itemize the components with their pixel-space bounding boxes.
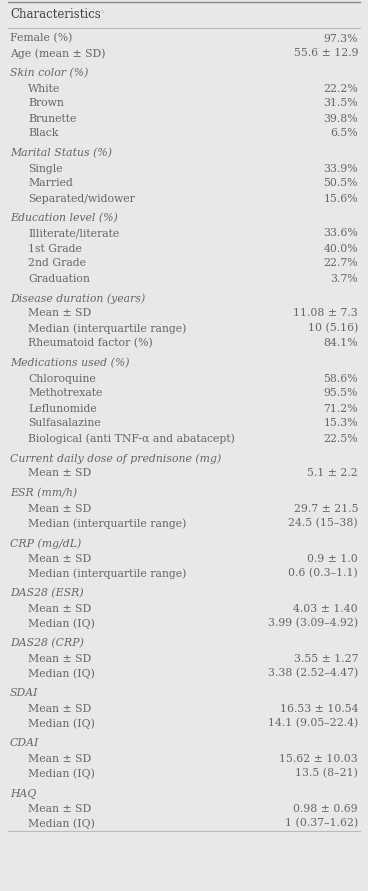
Text: 39.8%: 39.8% (323, 113, 358, 124)
Text: 31.5%: 31.5% (323, 99, 358, 109)
Text: 4.03 ± 1.40: 4.03 ± 1.40 (293, 603, 358, 614)
Text: 22.7%: 22.7% (323, 258, 358, 268)
Text: 13.5 (8–21): 13.5 (8–21) (295, 768, 358, 779)
Text: Median (IQ): Median (IQ) (28, 668, 95, 679)
Text: Disease duration (years): Disease duration (years) (10, 293, 145, 304)
Text: 14.1 (9.05–22.4): 14.1 (9.05–22.4) (268, 718, 358, 729)
Text: 33.9%: 33.9% (323, 164, 358, 174)
Text: 29.7 ± 21.5: 29.7 ± 21.5 (294, 503, 358, 513)
Text: Characteristics: Characteristics (10, 9, 101, 21)
Text: Sulfasalazine: Sulfasalazine (28, 419, 101, 429)
Text: Illiterate/literate: Illiterate/literate (28, 228, 119, 239)
Text: Black: Black (28, 128, 59, 138)
Text: Mean ± SD: Mean ± SD (28, 704, 91, 714)
Text: 0.6 (0.3–1.1): 0.6 (0.3–1.1) (288, 568, 358, 578)
Text: Mean ± SD: Mean ± SD (28, 754, 91, 764)
Text: Single: Single (28, 164, 63, 174)
Text: Skin color (%): Skin color (%) (10, 69, 88, 78)
Text: SDAI: SDAI (10, 689, 38, 699)
Text: Brown: Brown (28, 99, 64, 109)
Text: Biological (anti TNF-α and abatacept): Biological (anti TNF-α and abatacept) (28, 433, 235, 444)
Text: Female (%): Female (%) (10, 33, 72, 44)
Text: 22.5%: 22.5% (323, 434, 358, 444)
Text: Median (IQ): Median (IQ) (28, 768, 95, 779)
Text: Mean ± SD: Mean ± SD (28, 804, 91, 813)
Text: Mean ± SD: Mean ± SD (28, 653, 91, 664)
Text: 15.62 ± 10.03: 15.62 ± 10.03 (279, 754, 358, 764)
Text: 3.7%: 3.7% (330, 274, 358, 283)
Text: 3.55 ± 1.27: 3.55 ± 1.27 (294, 653, 358, 664)
Text: Leflunomide: Leflunomide (28, 404, 97, 413)
Text: 40.0%: 40.0% (323, 243, 358, 254)
Text: Mean ± SD: Mean ± SD (28, 603, 91, 614)
Text: 58.6%: 58.6% (323, 373, 358, 383)
Text: 95.5%: 95.5% (323, 388, 358, 398)
Text: Rheumatoid factor (%): Rheumatoid factor (%) (28, 339, 153, 348)
Text: 16.53 ± 10.54: 16.53 ± 10.54 (280, 704, 358, 714)
Text: Chloroquine: Chloroquine (28, 373, 96, 383)
Text: 15.3%: 15.3% (323, 419, 358, 429)
Text: HAQ: HAQ (10, 789, 36, 798)
Text: Medications used (%): Medications used (%) (10, 358, 130, 369)
Text: 3.99 (3.09–4.92): 3.99 (3.09–4.92) (268, 618, 358, 629)
Text: 55.6 ± 12.9: 55.6 ± 12.9 (294, 48, 358, 59)
Text: 33.6%: 33.6% (323, 228, 358, 239)
Text: Median (interquartile range): Median (interquartile range) (28, 519, 186, 528)
Text: 15.6%: 15.6% (323, 193, 358, 203)
Text: Current daily dose of prednisone (mg): Current daily dose of prednisone (mg) (10, 454, 221, 464)
Text: 50.5%: 50.5% (323, 178, 358, 189)
Text: DAS28 (CRP): DAS28 (CRP) (10, 638, 84, 649)
Text: Graduation: Graduation (28, 274, 90, 283)
Text: 24.5 (15–38): 24.5 (15–38) (289, 519, 358, 528)
Text: 2nd Grade: 2nd Grade (28, 258, 86, 268)
Text: ESR (mm/h): ESR (mm/h) (10, 488, 77, 499)
Text: Median (IQ): Median (IQ) (28, 818, 95, 829)
Text: Mean ± SD: Mean ± SD (28, 553, 91, 563)
Text: CDAI: CDAI (10, 739, 39, 748)
Text: Median (interquartile range): Median (interquartile range) (28, 323, 186, 334)
Text: Median (IQ): Median (IQ) (28, 618, 95, 629)
Text: Education level (%): Education level (%) (10, 213, 118, 224)
Text: Mean ± SD: Mean ± SD (28, 308, 91, 318)
Text: 11.08 ± 7.3: 11.08 ± 7.3 (293, 308, 358, 318)
Text: Marital Status (%): Marital Status (%) (10, 148, 112, 159)
Text: 71.2%: 71.2% (323, 404, 358, 413)
Text: 1 (0.37–1.62): 1 (0.37–1.62) (285, 818, 358, 829)
Text: Separated/widower: Separated/widower (28, 193, 135, 203)
Text: Mean ± SD: Mean ± SD (28, 469, 91, 478)
Text: Median (interquartile range): Median (interquartile range) (28, 568, 186, 579)
Text: 10 (5.16): 10 (5.16) (308, 323, 358, 333)
Text: 1st Grade: 1st Grade (28, 243, 82, 254)
Text: Brunette: Brunette (28, 113, 77, 124)
Text: CRP (mg/dL): CRP (mg/dL) (10, 538, 81, 549)
Text: 84.1%: 84.1% (323, 339, 358, 348)
Text: Methotrexate: Methotrexate (28, 388, 102, 398)
Text: 22.2%: 22.2% (323, 84, 358, 94)
Text: Mean ± SD: Mean ± SD (28, 503, 91, 513)
Text: White: White (28, 84, 60, 94)
Text: Median (IQ): Median (IQ) (28, 718, 95, 729)
Text: Married: Married (28, 178, 73, 189)
Text: 0.9 ± 1.0: 0.9 ± 1.0 (307, 553, 358, 563)
Text: 3.38 (2.52–4.47): 3.38 (2.52–4.47) (268, 668, 358, 679)
Text: 6.5%: 6.5% (330, 128, 358, 138)
Text: 97.3%: 97.3% (323, 34, 358, 44)
Text: DAS28 (ESR): DAS28 (ESR) (10, 588, 84, 599)
Text: 0.98 ± 0.69: 0.98 ± 0.69 (293, 804, 358, 813)
Text: Age (mean ± SD): Age (mean ± SD) (10, 48, 106, 59)
Text: 5.1 ± 2.2: 5.1 ± 2.2 (307, 469, 358, 478)
